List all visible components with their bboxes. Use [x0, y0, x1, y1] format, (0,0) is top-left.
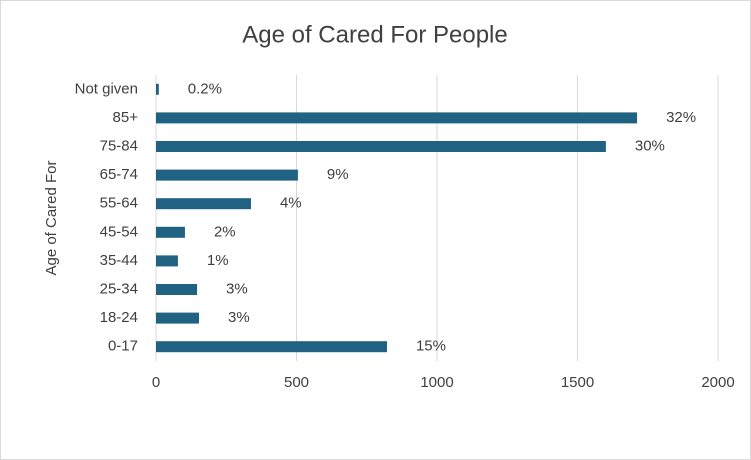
y-tick-label: 65-74	[100, 166, 138, 183]
x-tick-label: 1000	[420, 374, 453, 391]
bar	[156, 255, 178, 267]
y-tick-label: Not given	[75, 80, 138, 97]
bar	[156, 112, 638, 124]
x-tick-label: 1500	[561, 374, 594, 391]
data-label: 3%	[226, 280, 248, 297]
bar	[156, 226, 185, 238]
y-tick-label: 18-24	[100, 309, 138, 326]
chart-title: Age of Cared For People	[242, 21, 508, 48]
y-tick-label: 75-84	[100, 137, 138, 154]
data-label: 32%	[666, 109, 696, 126]
bar	[156, 341, 387, 353]
y-tick-label: 0-17	[108, 338, 138, 355]
data-label: 9%	[327, 166, 349, 183]
y-tick-label: 85+	[113, 109, 139, 126]
bar	[156, 312, 199, 324]
y-tick-label: 45-54	[100, 223, 138, 240]
data-label: 2%	[214, 223, 236, 240]
y-axis-title: Age of Cared For	[43, 160, 60, 275]
y-tick-label: 25-34	[100, 280, 138, 297]
bar	[156, 169, 298, 181]
bar	[156, 284, 198, 295]
data-label: 3%	[228, 309, 250, 326]
bar	[156, 83, 159, 95]
data-label: 15%	[416, 338, 446, 355]
data-label: 1%	[207, 252, 229, 269]
y-tick-label: 55-64	[100, 195, 138, 212]
x-tick-label: 0	[152, 374, 160, 391]
data-label: 0.2%	[188, 80, 222, 97]
x-tick-label: 500	[284, 374, 309, 391]
bar	[156, 141, 606, 152]
data-label: 30%	[635, 137, 665, 154]
y-tick-label: 35-44	[100, 252, 138, 269]
x-tick-label: 2000	[701, 374, 734, 391]
data-label: 4%	[280, 195, 302, 212]
bar	[156, 198, 251, 210]
